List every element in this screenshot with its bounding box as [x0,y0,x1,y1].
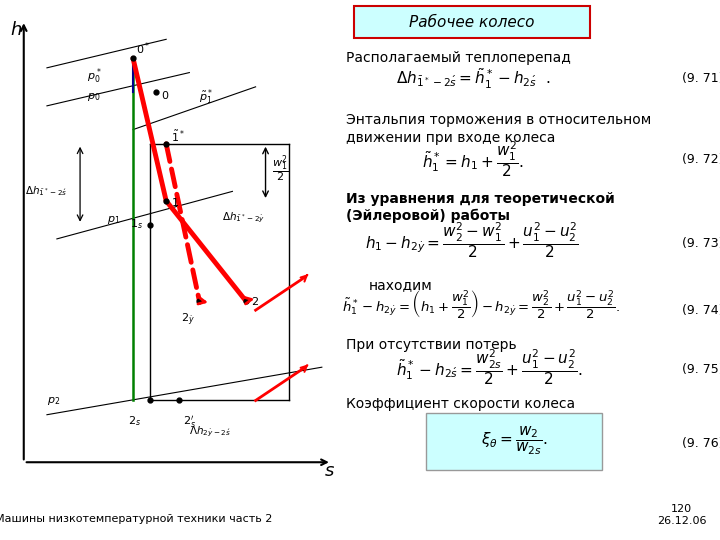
Text: $p_0$: $p_0$ [86,91,100,103]
Text: $\Delta h_{\bar{1}^*-2\dot{y}}$: $\Delta h_{\bar{1}^*-2\dot{y}}$ [222,210,266,225]
Text: $\Delta h_{\bar{1}^*-2\'s}$: $\Delta h_{\bar{1}^*-2\'s}$ [25,184,68,198]
Text: $\dfrac{w_1^2}{2}$: $\dfrac{w_1^2}{2}$ [272,154,289,185]
Text: (9. 75): (9. 75) [682,363,720,376]
Text: $\tilde{p}_1^*$: $\tilde{p}_1^*$ [199,88,214,107]
Text: находим: находим [369,278,433,292]
Text: h: h [11,21,22,38]
Text: движении при входе колеса: движении при входе колеса [346,131,555,145]
Text: $p_0^*$: $p_0^*$ [86,66,102,86]
Text: $1$: $1$ [171,195,179,208]
Text: $0$: $0$ [161,89,169,101]
Text: $\tilde{1}^*$: $\tilde{1}^*$ [171,129,186,144]
Text: $2_{\dot{y}}$: $2_{\dot{y}}$ [181,312,195,328]
Text: Располагаемый теплоперепад: Располагаемый теплоперепад [346,51,571,65]
Text: $\tilde{h}_1^* = h_1 + \dfrac{w_1^2}{2}$.: $\tilde{h}_1^* = h_1 + \dfrac{w_1^2}{2}$… [423,139,524,179]
Text: (9. 71): (9. 71) [682,72,720,85]
Text: (9. 72): (9. 72) [682,153,720,166]
Text: Машины низкотемпературной техники часть 2: Машины низкотемпературной техники часть … [0,515,272,524]
Text: $2_s$: $2_s$ [128,414,141,428]
Text: s: s [325,462,335,481]
Text: 26.12.06: 26.12.06 [657,516,706,526]
Text: $p_1$: $p_1$ [107,214,120,226]
Text: $\Delta h_{\bar{1}^*-2\'s} = \tilde{h}_1^* - h_{2\'s}$  .: $\Delta h_{\bar{1}^*-2\'s} = \tilde{h}_1… [396,66,550,91]
Text: $1_s$: $1_s$ [130,217,143,231]
Text: $h_1 - h_{2\dot{y}} = \dfrac{w_2^2 - w_1^2}{2} + \dfrac{u_1^2 - u_2^2}{2}$: $h_1 - h_{2\dot{y}} = \dfrac{w_2^2 - w_1… [365,220,579,260]
Text: $\xi_\theta = \dfrac{w_2}{w_{2s}}$.: $\xi_\theta = \dfrac{w_2}{w_{2s}}$. [480,425,547,457]
Text: При отсутствии потерь: При отсутствии потерь [346,338,517,352]
Text: Энтальпия торможения в относительном: Энтальпия торможения в относительном [346,113,652,127]
Text: $\tilde{h}_1^* - h_{2\dot{y}} = \left(h_1 + \dfrac{w_1^2}{2}\right) - h_{2\dot{y: $\tilde{h}_1^* - h_{2\dot{y}} = \left(h_… [342,288,620,322]
Text: $2$: $2$ [251,295,258,307]
Text: (9. 73): (9. 73) [682,237,720,249]
Bar [354,6,590,38]
Text: (Эйлеровой) работы: (Эйлеровой) работы [346,209,510,224]
Text: Рабочее колесо: Рабочее колесо [409,15,535,30]
Text: $0^*$: $0^*$ [136,40,150,57]
Text: Коэффициент скорости колеса: Коэффициент скорости колеса [346,397,575,411]
Text: $\Lambda h_{2\dot{y}-2\'s}$: $\Lambda h_{2\dot{y}-2\'s}$ [189,424,231,438]
Text: 120: 120 [671,504,693,514]
Bar [426,413,602,470]
Text: $p_2$: $p_2$ [47,395,60,407]
Text: (9. 74): (9. 74) [682,304,720,317]
Text: (9. 76): (9. 76) [682,437,720,450]
Text: Из уравнения для теоретической: Из уравнения для теоретической [346,192,615,206]
Text: $\tilde{h}_1^* - h_{2\'s} = \dfrac{w_{2s}^2}{2} + \dfrac{u_1^2 - u_2^2}{2}$.: $\tilde{h}_1^* - h_{2\'s} = \dfrac{w_{2s… [396,347,582,387]
Text: $2_s'$: $2_s'$ [183,414,196,429]
